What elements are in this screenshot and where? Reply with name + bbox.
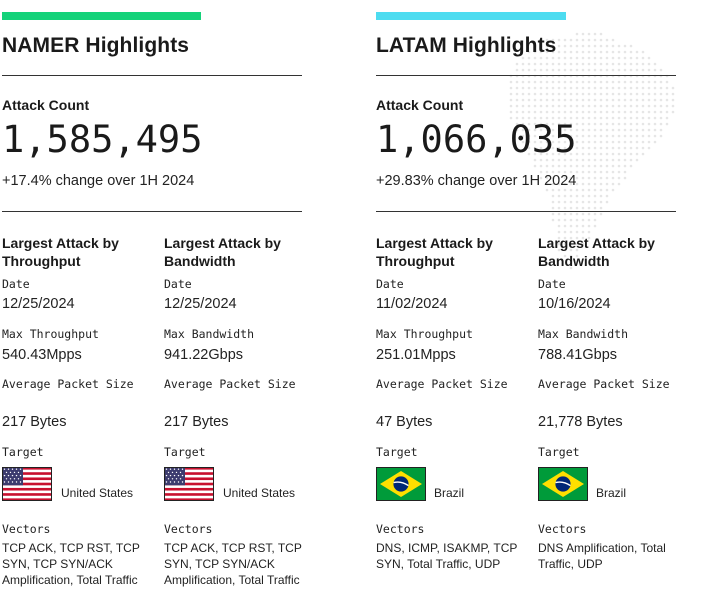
date-label: Date: [538, 277, 566, 291]
date-value: 10/16/2024: [538, 296, 611, 312]
date-value: 12/25/2024: [2, 296, 75, 312]
us-flag-icon: [2, 467, 52, 501]
region-title: NAMER Highlights: [2, 34, 190, 57]
max-throughput-label: Max Throughput: [2, 327, 99, 341]
vectors-label: Vectors: [376, 522, 425, 536]
largest-attack-bandwidth: Largest Attack by Bandwidth Date 10/16/2…: [538, 234, 688, 571]
max-bandwidth-value: 941.22Gbps: [164, 347, 244, 363]
date-label: Date: [2, 277, 30, 291]
latam-highlights-section: LATAM Highlights Attack Count 1,066,035 …: [376, 0, 676, 606]
attack-count-value: 1,066,035: [376, 118, 577, 161]
max-throughput-value: 251.01Mpps: [376, 347, 456, 363]
vectors-value: DNS, ICMP, ISAKMP, TCP SYN, Total Traffi…: [376, 541, 518, 571]
brazil-flag-icon: [538, 467, 588, 501]
avg-packet-size-value: 217 Bytes: [2, 414, 67, 430]
region-title: LATAM Highlights: [376, 34, 557, 57]
max-throughput-value: 540.43Mpps: [2, 347, 82, 363]
vectors-value: TCP ACK, TCP RST, TCP SYN, TCP SYN/ACK A…: [2, 541, 140, 587]
target-label: Target: [538, 445, 580, 459]
largest-attack-throughput: Largest Attack by Throughput Date 12/25/…: [2, 234, 152, 587]
target-country: Brazil: [596, 486, 627, 500]
target-country: United States: [223, 486, 296, 500]
attack-count-change: +29.83% change over 1H 2024: [376, 173, 577, 189]
attack-count-change: +17.4% change over 1H 2024: [2, 173, 195, 189]
max-bandwidth-value: 788.41Gbps: [538, 347, 618, 363]
brazil-flag-icon: [376, 467, 426, 501]
target-country: United States: [61, 486, 134, 500]
largest-attack-throughput: Largest Attack by Throughput Date 11/02/…: [376, 234, 526, 571]
column-title: Largest Attack by Bandwidth: [164, 235, 281, 269]
max-bandwidth-label: Max Bandwidth: [538, 327, 629, 341]
attack-count-value: 1,585,495: [2, 118, 203, 161]
avg-packet-size-value: 217 Bytes: [164, 414, 229, 430]
divider: [376, 75, 676, 76]
vectors-label: Vectors: [2, 522, 51, 536]
attack-count-label: Attack Count: [376, 97, 464, 113]
attack-count-label: Attack Count: [2, 97, 90, 113]
avg-packet-size-label: Average Packet Size: [2, 377, 134, 391]
date-value: 12/25/2024: [164, 296, 237, 312]
us-flag-icon: [164, 467, 214, 501]
latam-accent-bar: [376, 12, 566, 20]
column-title: Largest Attack by Bandwidth: [538, 235, 655, 269]
target-label: Target: [164, 445, 206, 459]
avg-packet-size-label: Average Packet Size: [538, 377, 670, 391]
vectors-label: Vectors: [164, 522, 213, 536]
divider: [2, 211, 302, 212]
avg-packet-size-label: Average Packet Size: [376, 377, 508, 391]
divider: [376, 211, 676, 212]
column-title: Largest Attack by Throughput: [376, 235, 493, 269]
vectors-label: Vectors: [538, 522, 587, 536]
date-label: Date: [164, 277, 192, 291]
avg-packet-size-label: Average Packet Size: [164, 377, 296, 391]
vectors-value: TCP ACK, TCP RST, TCP SYN, TCP SYN/ACK A…: [164, 541, 302, 587]
max-bandwidth-label: Max Bandwidth: [164, 327, 255, 341]
avg-packet-size-value: 47 Bytes: [376, 414, 433, 430]
namer-highlights-section: NAMER Highlights Attack Count 1,585,495 …: [2, 0, 302, 606]
date-value: 11/02/2024: [376, 296, 448, 312]
target-label: Target: [2, 445, 44, 459]
date-label: Date: [376, 277, 404, 291]
divider: [2, 75, 302, 76]
column-title: Largest Attack by Throughput: [2, 235, 119, 269]
largest-attack-bandwidth: Largest Attack by Bandwidth Date 12/25/2…: [164, 234, 314, 587]
target-country: Brazil: [434, 486, 465, 500]
target-label: Target: [376, 445, 418, 459]
avg-packet-size-value: 21,778 Bytes: [538, 414, 623, 430]
namer-accent-bar: [2, 12, 201, 20]
vectors-value: DNS Amplification, Total Traffic, UDP: [538, 541, 666, 571]
max-throughput-label: Max Throughput: [376, 327, 473, 341]
